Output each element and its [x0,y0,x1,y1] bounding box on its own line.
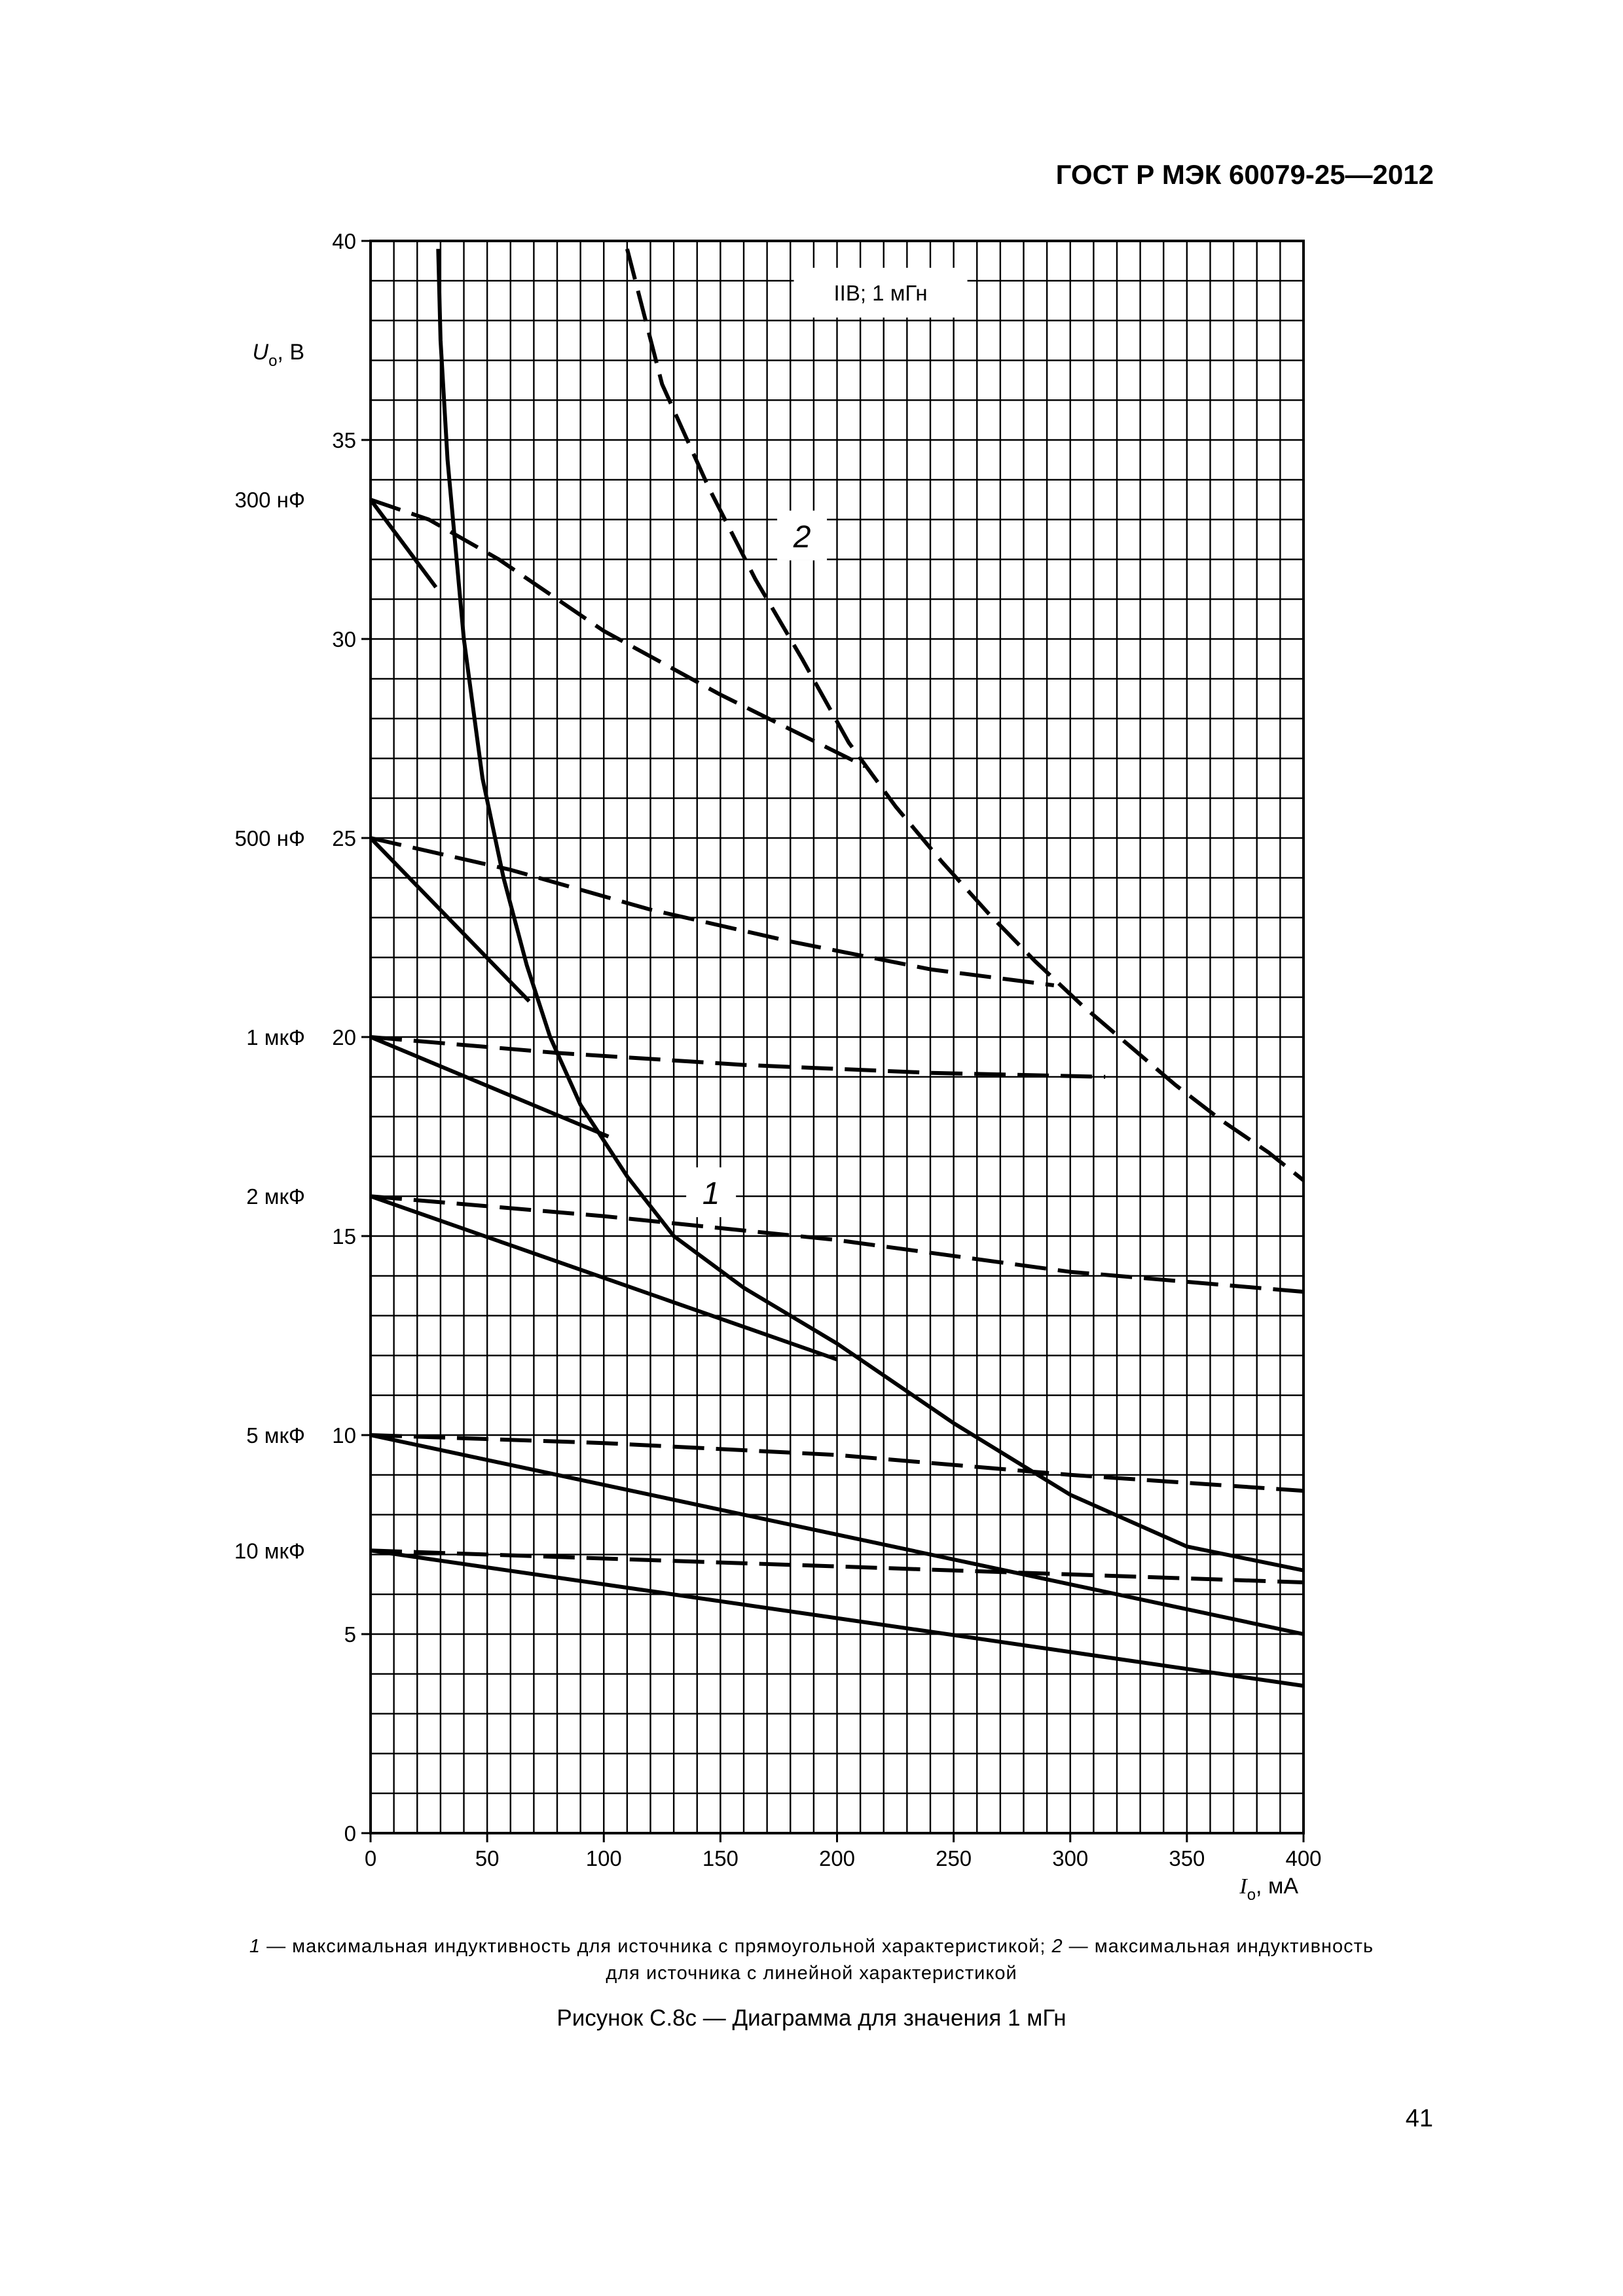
capacitance-label: 2 мкФ [246,1184,305,1209]
series-line-9 [370,1194,838,1362]
x-tick-label: 200 [819,1846,855,1870]
x-tick-label: 250 [936,1846,972,1870]
capacitance-label: 300 нФ [234,488,305,512]
series-line-8 [370,1035,1106,1079]
y-tick-label: 35 [332,428,356,452]
x-tick-label: 150 [702,1846,739,1870]
y-tick-label: 10 [332,1423,356,1448]
series-line-1 [436,249,1304,1573]
document-header: ГОСТ Р МЭК 60079-25—2012 [1055,159,1434,190]
y-tick-label: 30 [332,627,356,651]
y-tick-label: 25 [332,826,356,850]
figure-legend-caption-line2: для источника с линейной характеристикой [606,1963,1017,1984]
series-line-10 [370,1194,1304,1294]
capacitance-label: 500 нФ [234,826,305,850]
legend-box-text: IIB; 1 мГн [833,281,927,305]
y-tick-label: 15 [332,1224,356,1248]
series-line-13 [370,1548,1304,1688]
chart-series-group [369,248,1305,1688]
capacitance-label: 5 мкФ [246,1423,305,1448]
page-number: 41 [1405,2105,1433,2132]
y-axis-label: Uo, В [253,340,305,370]
legend-text-2: — максимальная индуктивность [1063,1936,1374,1957]
series-line-2 [625,248,1305,1182]
x-tick-label: 100 [586,1846,622,1870]
series-line-12 [370,1433,1304,1493]
y-tick-label: 5 [344,1622,356,1647]
y-tick-label: 40 [332,229,356,253]
curve-label: 2 [793,520,811,555]
curve-label-box [686,1167,737,1218]
x-tick-label: 400 [1285,1846,1321,1870]
x-axis-label: Io, мА [1239,1874,1298,1904]
series-line-11 [370,1433,1304,1636]
x-tick-label: 350 [1169,1846,1205,1870]
x-tick-label: 300 [1052,1846,1088,1870]
figure-legend-caption: 1 — максимальная индуктивность для источ… [131,1936,1492,1958]
legend-number-1: 1 [249,1936,261,1957]
curve-label: 1 [702,1176,720,1211]
capacitance-label: 10 мкФ [234,1539,305,1563]
x-tick-label: 0 [365,1846,376,1870]
chart-grid [371,241,1304,1833]
capacitance-label: 1 мкФ [246,1025,305,1049]
legend-number-2: 2 [1051,1936,1063,1957]
y-tick-label: 20 [332,1025,356,1049]
series-line-6 [370,836,1055,987]
figure-title: Рисунок С.8с — Диаграмма для значения 1 … [556,2005,1067,2031]
series-line-7 [369,1035,610,1139]
y-tick-label: 0 [344,1821,356,1846]
curve-label-box [777,510,828,560]
legend-text-1: — максимальная индуктивность для источни… [261,1936,1052,1957]
x-tick-label: 50 [475,1846,500,1870]
series-line-4 [370,498,866,769]
legend-box [793,268,968,318]
series-line-3 [369,498,438,589]
series-line-14 [370,1548,1304,1584]
series-line-5 [369,836,531,1003]
